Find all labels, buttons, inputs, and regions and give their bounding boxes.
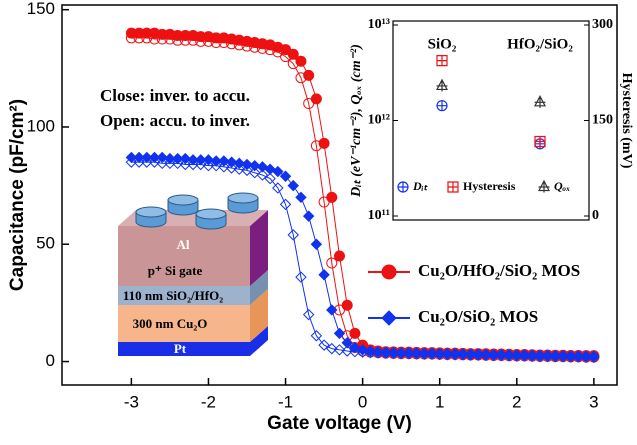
chart: -3 -2 -1 0 1 2 3 0 50 100 150 Gate voltage (V) Capac… xyxy=(0,0,637,440)
closed-marker xyxy=(311,94,321,104)
legend-marker xyxy=(398,182,408,192)
al-pad-top xyxy=(168,195,198,205)
y-tick-label: 150 xyxy=(27,0,55,18)
legend-label: Cu₂O/HfO₂/SiO₂ MOS xyxy=(418,261,580,280)
x-tick-label: -1 xyxy=(278,392,293,411)
y-tick-label: 10¹¹ xyxy=(368,208,390,223)
legend-label: Dᵢₜ xyxy=(412,179,429,193)
legend-label: Qₒₓ xyxy=(554,179,570,193)
device-label: p⁺ Si gate xyxy=(148,263,203,278)
inset-marker xyxy=(437,101,447,111)
closed-marker xyxy=(342,300,352,310)
legend-marker xyxy=(382,265,396,279)
x-tick-label: 0 xyxy=(358,392,367,411)
annotation: Close: inver. to accu. xyxy=(100,86,250,105)
al-pad-top xyxy=(136,207,166,217)
device-label: Al xyxy=(177,237,190,252)
y-tick-label: 0 xyxy=(46,351,55,370)
closed-marker xyxy=(304,211,314,221)
device-label: Pt xyxy=(174,341,187,356)
y-axis-label: Dᵢₜ (eV⁻¹cm⁻²), Qₒₓ (cm⁻²) xyxy=(349,44,364,198)
device-label: 300 nm Cu₂O xyxy=(133,316,208,331)
y2-tick-label: 150 xyxy=(592,113,613,128)
x-axis-label: Gate voltage (V) xyxy=(267,413,412,434)
closed-marker xyxy=(311,239,321,249)
y-tick-label: 100 xyxy=(27,116,55,135)
x-tick-label: -2 xyxy=(201,392,216,411)
closed-marker xyxy=(296,192,306,202)
annotation: Open: accu. to inver. xyxy=(100,111,250,130)
x-tick-label: -3 xyxy=(124,392,139,411)
al-pad-top xyxy=(196,209,226,219)
category-label: HfO₂/SiO₂ xyxy=(507,36,573,52)
y-tick-label: 10¹³ xyxy=(368,17,390,32)
y-tick-label: 50 xyxy=(36,234,55,253)
al-pad-top xyxy=(228,193,258,203)
legend-label: Cu₂O/SiO₂ MOS xyxy=(418,307,538,326)
y2-tick-label: 0 xyxy=(592,208,599,223)
y-tick-label: 10¹² xyxy=(368,113,390,128)
category-label: SiO₂ xyxy=(428,36,457,52)
y2-tick-label: 300 xyxy=(592,17,613,32)
legend-marker xyxy=(382,311,396,325)
x-tick-label: 3 xyxy=(589,392,598,411)
device-label: 110 nm SiO₂/HfO₂ xyxy=(123,288,223,303)
x-tick-label: 2 xyxy=(512,392,521,411)
closed-marker xyxy=(319,270,329,280)
y-axis-label: Capacitance (pF/cm²) xyxy=(7,99,28,291)
closed-marker xyxy=(327,192,337,202)
x-tick-label: 1 xyxy=(435,392,444,411)
legend-label: Hysteresis xyxy=(463,179,516,193)
y2-axis-label: Hysteresis (mV) xyxy=(619,73,634,169)
